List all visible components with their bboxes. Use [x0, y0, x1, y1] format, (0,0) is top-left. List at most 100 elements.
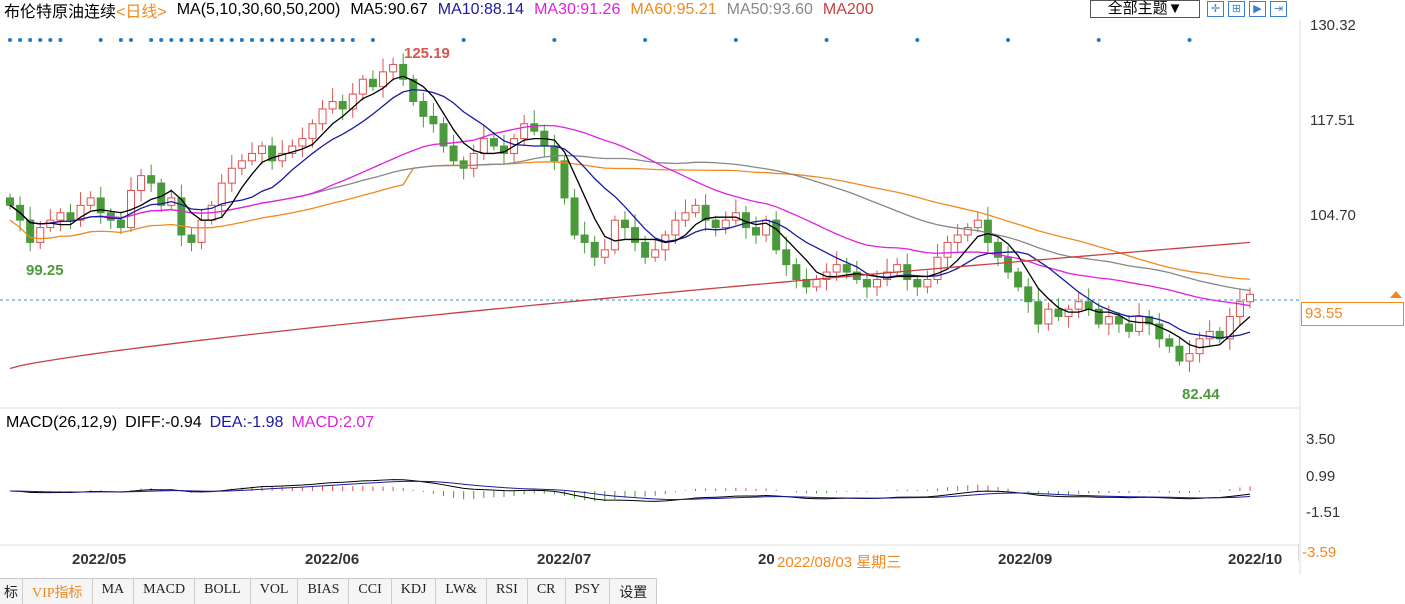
candle-body	[590, 241, 599, 258]
tab-13[interactable]: 设置	[610, 579, 658, 604]
signal-dot	[249, 38, 254, 42]
date-label: 20	[758, 551, 775, 568]
candle-body	[157, 182, 166, 206]
candle-body	[701, 204, 710, 221]
tab-1[interactable]: VIP指标	[23, 579, 93, 604]
signal-dot	[915, 38, 920, 42]
ma60-value: MA60:95.21	[630, 1, 717, 18]
ma10-value: MA10:88.14	[437, 1, 525, 18]
candle-body	[842, 264, 851, 273]
signal-dot	[1096, 38, 1101, 42]
candle-body	[1044, 308, 1053, 325]
candle-body	[268, 145, 277, 162]
fit-right-icon[interactable]: ⇥	[1270, 1, 1287, 17]
candle-body	[227, 167, 236, 184]
tab-6[interactable]: BIAS	[298, 579, 350, 604]
candle-body	[580, 234, 589, 243]
candle-body	[1104, 316, 1113, 325]
candle-body	[429, 115, 438, 125]
ma50-value: MA50:93.60	[726, 1, 813, 18]
signal-dot	[310, 38, 315, 42]
candle-body	[1225, 316, 1234, 340]
candle-body	[449, 145, 458, 162]
macd-tick: 3.50	[1306, 431, 1336, 448]
signal-dot	[128, 38, 133, 42]
date-label: 2022/07	[537, 551, 592, 568]
tab-10[interactable]: RSI	[487, 579, 528, 604]
tab-2[interactable]: MA	[93, 579, 135, 604]
ma5-value: MA5:90.67	[350, 1, 428, 18]
candle-body	[177, 197, 186, 236]
candle-body	[560, 160, 569, 199]
tab-8[interactable]: KDJ	[392, 579, 437, 604]
signal-dot	[370, 38, 375, 42]
theme-dropdown[interactable]: 全部主题▼	[1090, 0, 1200, 18]
candle-body	[1145, 316, 1154, 325]
crosshair-icon[interactable]: ✛	[1207, 1, 1224, 17]
candle-body	[36, 227, 45, 243]
candle-body	[913, 278, 922, 288]
candle-body	[1135, 316, 1144, 332]
candle-body	[1165, 338, 1174, 347]
candle-body	[1084, 301, 1093, 310]
date-label: 2022/10	[1228, 551, 1283, 568]
candle-body	[187, 234, 196, 243]
candle-body	[1155, 323, 1164, 340]
candle-body	[66, 212, 75, 221]
candle-body	[1185, 353, 1194, 362]
candle-body	[721, 219, 730, 229]
zoom-in-icon[interactable]: ⊞	[1228, 1, 1245, 17]
candle-body	[631, 227, 640, 243]
tab-4[interactable]: BOLL	[195, 579, 251, 604]
candle-body	[973, 219, 982, 229]
ma10-line	[9, 89, 1251, 339]
signal-dot	[320, 38, 325, 42]
tab-9[interactable]: LW&	[436, 579, 488, 604]
tab-5[interactable]: VOL	[251, 579, 299, 604]
candle-body	[1235, 301, 1244, 318]
signal-dot	[270, 38, 275, 42]
tab-11[interactable]: CR	[528, 579, 566, 604]
signal-dot	[118, 38, 123, 42]
date-label: 2022/06	[305, 551, 360, 568]
macd-diff: DIFF:-0.94	[125, 414, 202, 431]
candle-body	[1094, 308, 1103, 325]
signal-dot	[169, 38, 174, 42]
price-tick: 104.70	[1310, 207, 1356, 224]
candle-body	[419, 101, 428, 117]
macd-tick: 0.99	[1306, 468, 1336, 485]
candle-body	[923, 278, 932, 288]
macd-header: MACD(26,12,9) DIFF:-0.94 DEA:-1.98 MACD:…	[6, 414, 374, 432]
ma30-value: MA30:91.26	[534, 1, 621, 18]
tab-12[interactable]: PSY	[566, 579, 611, 604]
signal-dot	[58, 38, 63, 42]
signal-dot	[330, 38, 335, 42]
dea-line	[9, 480, 1251, 500]
signal-dot	[280, 38, 285, 42]
candle-body	[832, 264, 841, 273]
candle-body	[953, 234, 962, 243]
candle-body	[328, 101, 337, 110]
ma30-line	[9, 124, 1251, 307]
candle-body	[1125, 323, 1134, 332]
candle-body	[711, 219, 720, 229]
signal-dot	[260, 38, 265, 42]
tab-7[interactable]: CCI	[349, 579, 392, 604]
tab-3[interactable]: MACD	[134, 579, 196, 604]
play-icon[interactable]: ▶	[1249, 1, 1266, 17]
signal-dot	[149, 38, 154, 42]
candle-body	[439, 123, 448, 147]
candle-body	[1034, 301, 1043, 325]
macd-tick: -3.59	[1298, 544, 1336, 561]
candle-body	[1175, 345, 1184, 362]
candle-body	[963, 227, 972, 236]
candle-body	[792, 264, 801, 280]
candle-body	[600, 249, 609, 258]
tab-0[interactable]: 标	[0, 579, 23, 604]
candle-body	[469, 152, 478, 169]
candle-body	[681, 212, 690, 221]
candle-body	[691, 204, 700, 214]
candle-body	[197, 219, 206, 243]
period-selector[interactable]: <日线>	[116, 4, 167, 21]
